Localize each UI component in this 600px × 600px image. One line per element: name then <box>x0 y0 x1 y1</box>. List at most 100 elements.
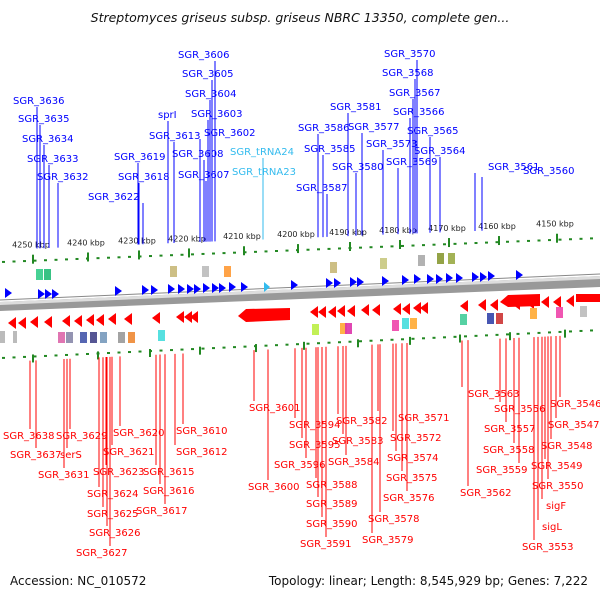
gene-name: SGR_3566 <box>393 107 445 118</box>
ruler-dot <box>432 336 436 339</box>
bottom-gene-label[interactable]: SGR_3623 <box>93 357 145 478</box>
bottom-gene-label[interactable]: SGR_3627 <box>76 356 128 559</box>
bottom-gene-label[interactable]: SGR_3574 <box>387 343 439 464</box>
ruler-dot <box>212 347 215 350</box>
top-gene-label[interactable]: SGR_3587 <box>296 183 348 237</box>
bottom-gene-label[interactable]: SGR_3559 <box>476 337 528 476</box>
bottom-gene-label[interactable]: SGR_3556 <box>494 338 546 415</box>
top-gene-label[interactable]: SGR_3613 <box>149 131 201 244</box>
bottom-gene-label[interactable]: SGR_3547 <box>548 336 600 431</box>
top-gene-label[interactable]: SGR_3605 <box>182 69 234 242</box>
bottom-gene-label[interactable]: SGR_3626 <box>89 357 141 539</box>
top-gene-label[interactable]: SGR_3634 <box>22 134 74 249</box>
top-gene-label[interactable]: SGR_3573 <box>366 139 418 235</box>
bottom-gene-label[interactable]: sigF <box>541 336 566 512</box>
bottom-gene-label[interactable]: SGR_3584 <box>328 345 380 468</box>
top-gene-label[interactable]: SGR_3586 <box>298 123 350 238</box>
reverse-gene <box>402 303 410 315</box>
bottom-gene-label[interactable]: SGR_3571 <box>377 344 450 424</box>
bottom-gene-label[interactable]: SGR_3638 <box>3 360 55 442</box>
top-gene-label[interactable]: SGR_3569 <box>386 157 438 235</box>
bottom-gene-label[interactable]: SGR_3637 <box>10 360 62 461</box>
forward-gene <box>446 273 453 283</box>
gene-name: SGR_3626 <box>89 528 141 539</box>
gene-name: SGR_tRNA23 <box>232 167 296 178</box>
bottom-gene-label[interactable]: serS <box>60 358 82 461</box>
top-gene-label[interactable]: SGR_3561 <box>474 162 540 231</box>
top-gene-label[interactable]: SGR_3564 <box>414 146 466 233</box>
bottom-gene-label[interactable]: SGR_3612 <box>174 353 228 458</box>
bottom-gene-label[interactable]: SGR_3548 <box>541 336 593 452</box>
top-gene-label[interactable]: SGR_3604 <box>185 89 237 242</box>
bottom-gene-label[interactable]: sigL <box>537 336 562 533</box>
top-gene-label[interactable]: SGR_3560 <box>481 166 575 231</box>
domain-box <box>418 255 425 266</box>
gene-name: SGR_3615 <box>143 467 195 478</box>
top-gene-label[interactable]: SGR_3602 <box>199 128 256 242</box>
bottom-gene-labels[interactable]: SGR_3638 SGR_3637 SGR_3631 serS SGR_3629 SGR_… <box>3 335 600 559</box>
bottom-gene-label[interactable]: SGR_3629 <box>56 358 108 442</box>
bottom-gene-label[interactable]: SGR_3575 <box>386 343 438 484</box>
top-gene-label[interactable]: SGR_3568 <box>382 68 434 234</box>
bottom-gene-label[interactable]: SGR_3553 <box>522 337 574 553</box>
top-gene-labels[interactable]: SGR_3636 SGR_3635 SGR_3634 SGR_3633 SGR_3632… <box>13 49 575 249</box>
bottom-gene-label[interactable]: SGR_3579 <box>362 344 414 546</box>
top-gene-label[interactable]: SGR_3632 <box>37 172 89 248</box>
bottom-gene-label[interactable]: SGR_3563 <box>461 340 520 400</box>
bottom-gene-label[interactable]: SGR_3589 <box>306 347 358 510</box>
top-gene-label[interactable]: SGR_3567 <box>389 88 441 234</box>
top-gene-label[interactable]: SGR_3607 <box>178 170 230 242</box>
bottom-gene-label[interactable]: SGR_3616 <box>143 354 195 497</box>
ruler-dot <box>170 349 173 352</box>
bottom-gene-label[interactable]: SGR_3582 <box>336 346 388 427</box>
top-gene-label[interactable]: SGR_3619 <box>114 152 166 245</box>
bottom-gene-label[interactable]: SGR_3546 <box>550 335 600 410</box>
top-gene-label[interactable]: SGR_3603 <box>191 109 243 242</box>
bottom-gene-label[interactable]: SGR_3562 <box>460 340 512 499</box>
bottom-gene-label[interactable]: SGR_3594 <box>289 348 341 431</box>
bottom-gene-label[interactable]: SGR_3625 <box>87 357 139 520</box>
bottom-gene-label[interactable]: SGR_3550 <box>532 336 584 492</box>
bottom-gene-label[interactable]: SGR_3615 <box>143 354 195 478</box>
bottom-gene-label[interactable]: SGR_3596 <box>274 347 326 471</box>
bottom-gene-label[interactable]: SGR_3583 <box>332 345 384 447</box>
bottom-gene-label[interactable]: SGR_3572 <box>390 343 442 444</box>
bottom-gene-label[interactable]: SGR_3621 <box>103 356 155 458</box>
bottom-gene-label[interactable]: SGR_3576 <box>383 343 435 504</box>
top-gene-label[interactable]: SGR_3606 <box>178 50 230 242</box>
bottom-gene-label[interactable]: SGR_3610 <box>176 353 228 437</box>
top-gene-label[interactable]: SGR_3633 <box>27 154 79 249</box>
top-gene-label[interactable]: SGR_3570 <box>384 49 436 234</box>
bottom-gene-label[interactable]: SGR_3601 <box>249 350 301 414</box>
top-gene-label[interactable]: SGR_tRNA24 <box>230 147 294 240</box>
ruler-dot <box>233 346 236 349</box>
bottom-gene-label[interactable]: SGR_3588 <box>306 347 358 491</box>
bottom-gene-label[interactable]: SGR_3591 <box>300 346 352 550</box>
bottom-gene-label[interactable]: SGR_3558 <box>483 338 535 456</box>
top-gene-label[interactable]: SGR_3618 <box>118 172 170 245</box>
top-gene-label[interactable]: SGR_3581 <box>330 102 382 237</box>
bottom-gene-label[interactable]: SGR_3600 <box>248 349 300 493</box>
bottom-gene-label[interactable]: SGR_3620 <box>113 356 165 439</box>
top-gene-label[interactable]: SGR_3577 <box>348 122 400 236</box>
bottom-gene-label[interactable]: SGR_3617 <box>136 354 188 517</box>
bottom-gene-label[interactable]: SGR_3557 <box>484 338 536 435</box>
bottom-gene-label[interactable]: SGR_3549 <box>531 336 583 472</box>
top-gene-label[interactable]: SGR_3565 <box>407 126 459 233</box>
top-gene-label[interactable]: SGR_3635 <box>18 114 70 249</box>
bottom-gene-label[interactable]: SGR_3595 <box>289 347 341 451</box>
top-gene-label[interactable]: SGR_3566 <box>393 107 445 234</box>
top-gene-label[interactable]: SGR_3580 <box>332 162 384 236</box>
top-gene-label[interactable]: SGR_tRNA23 <box>232 167 296 240</box>
bottom-gene-label[interactable]: SGR_3624 <box>87 357 139 500</box>
top-gene-label[interactable]: SGR_3608 <box>172 149 224 242</box>
top-gene-label[interactable]: sprI <box>158 110 177 244</box>
bottom-gene-label[interactable]: SGR_3590 <box>306 346 358 530</box>
domain-box <box>80 332 87 343</box>
bottom-gene-label[interactable]: SGR_3631 <box>38 359 90 481</box>
top-gene-label[interactable]: SGR_3622 <box>88 192 144 245</box>
top-gene-label[interactable]: SGR_3636 <box>13 96 65 249</box>
top-gene-label[interactable]: SGR_3585 <box>304 144 356 238</box>
bottom-gene-label[interactable]: SGR_3578 <box>368 344 420 525</box>
